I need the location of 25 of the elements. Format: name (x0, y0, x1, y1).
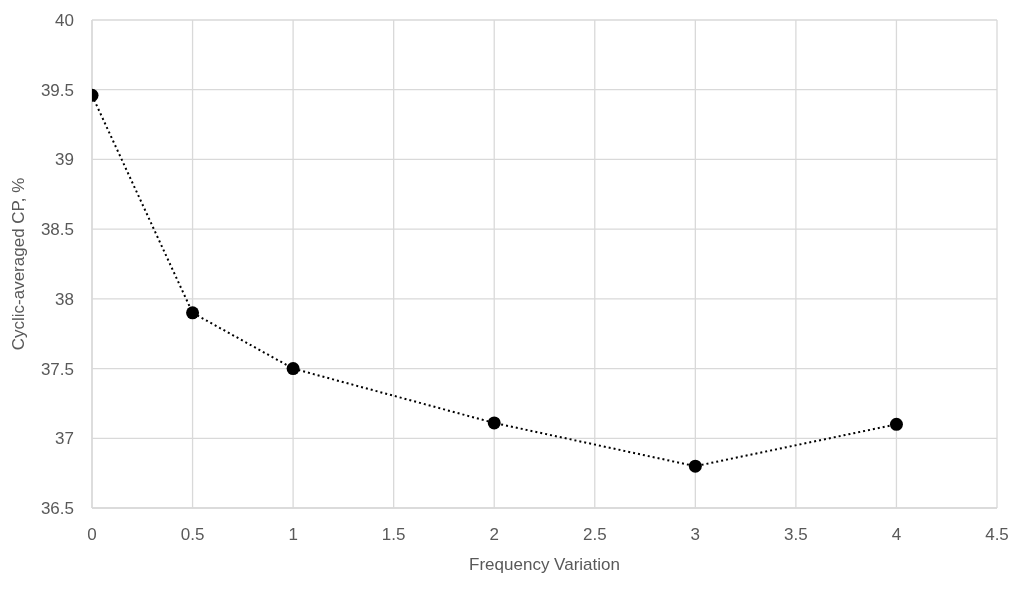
point (487, 416, 501, 430)
x-tick-label: 0.5 (180, 525, 205, 545)
y-tick-label: 40 (55, 11, 74, 31)
y-tick-label: 39.5 (40, 80, 74, 100)
point (186, 306, 200, 320)
y-tick-label: 37 (55, 429, 74, 449)
x-tick-label: 0 (87, 525, 97, 545)
point (688, 459, 702, 473)
y-tick-label: 37.5 (40, 359, 74, 379)
x-tick-label: 4.5 (985, 525, 1009, 545)
y-tick-label: 38 (55, 289, 74, 309)
x-tick-label: 2 (489, 525, 499, 545)
x-tick-label: 3.5 (784, 525, 808, 545)
x-axis-title: Frequency Variation (469, 555, 620, 574)
y-tick-label: 36.5 (40, 499, 74, 519)
y-tick-label: 39 (55, 150, 74, 170)
x-tick-label: 3 (690, 525, 701, 545)
x-tick-label: 4 (891, 525, 902, 545)
y-axis-title: Cyclic-averaged CP, % (9, 177, 29, 351)
y-tick-label: 38.5 (40, 220, 74, 240)
x-tick-label: 1 (288, 525, 298, 545)
point (889, 417, 903, 431)
x-tick-label: 2.5 (582, 525, 607, 545)
x-tick-label: 1.5 (381, 525, 406, 545)
point (286, 362, 300, 376)
